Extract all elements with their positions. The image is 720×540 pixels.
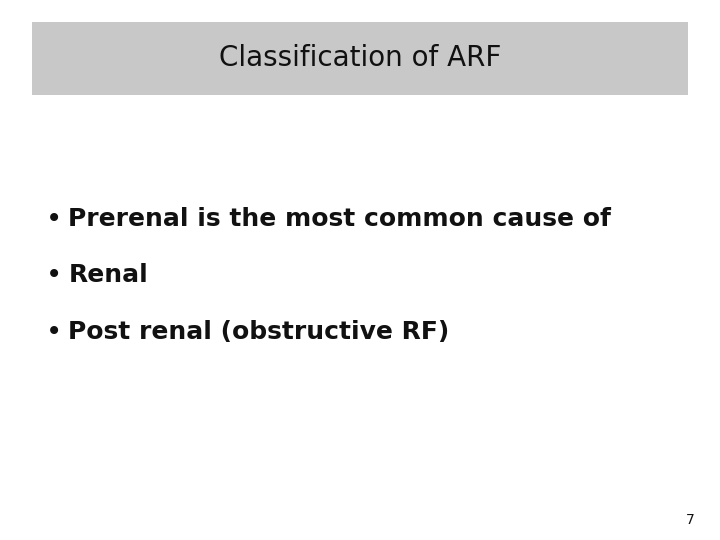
Text: •: • (46, 261, 62, 289)
Text: •: • (46, 205, 62, 233)
Text: •: • (46, 318, 62, 346)
Text: Classification of ARF: Classification of ARF (219, 44, 501, 72)
Text: 7: 7 (686, 512, 695, 526)
FancyBboxPatch shape (32, 22, 688, 94)
Text: Prerenal is the most common cause of: Prerenal is the most common cause of (68, 207, 620, 231)
Text: Renal: Renal (68, 264, 148, 287)
Text: Post renal (obstructive RF): Post renal (obstructive RF) (68, 320, 450, 344)
